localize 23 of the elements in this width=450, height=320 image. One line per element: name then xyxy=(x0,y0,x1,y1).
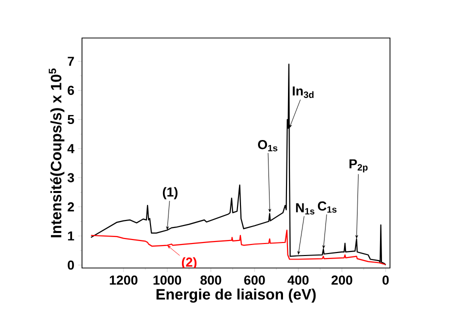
x-tick-label: 400 xyxy=(288,276,309,285)
annotation: In$_{3d}$ xyxy=(292,86,314,98)
y-axis-title: Intensité(Coups/s) x 10$^{5}$ xyxy=(48,68,64,238)
y-tick-label: 0 xyxy=(68,260,74,270)
y-tick-label: 5 xyxy=(68,114,74,124)
annotation: C$_{1s}$ xyxy=(318,201,337,213)
annotation: O$_{1s}$ xyxy=(258,140,278,152)
x-tick-label: 200 xyxy=(332,276,352,285)
annotation: P$_{2p}$ xyxy=(350,159,368,172)
x-axis-title: Energie de liaison (eV) xyxy=(156,288,316,303)
y-tick-label: 2 xyxy=(68,202,74,212)
annotation: (1) xyxy=(162,187,178,200)
x-tick-label: 600 xyxy=(244,276,265,285)
y-tick-label: 6 xyxy=(68,86,74,95)
x-tick-label: 800 xyxy=(200,276,222,285)
y-tick-label: 7 xyxy=(68,56,74,66)
y-tick-label: 4 xyxy=(67,144,74,154)
annotation: N$_{1s}$ xyxy=(296,203,314,214)
y-tick-label: 3 xyxy=(68,173,74,182)
x-tick-label: 1200 xyxy=(110,276,138,285)
y-tick-label: 1 xyxy=(68,231,74,240)
x-tick-label: 0 xyxy=(382,276,389,285)
x-tick-label: 1000 xyxy=(154,276,182,285)
